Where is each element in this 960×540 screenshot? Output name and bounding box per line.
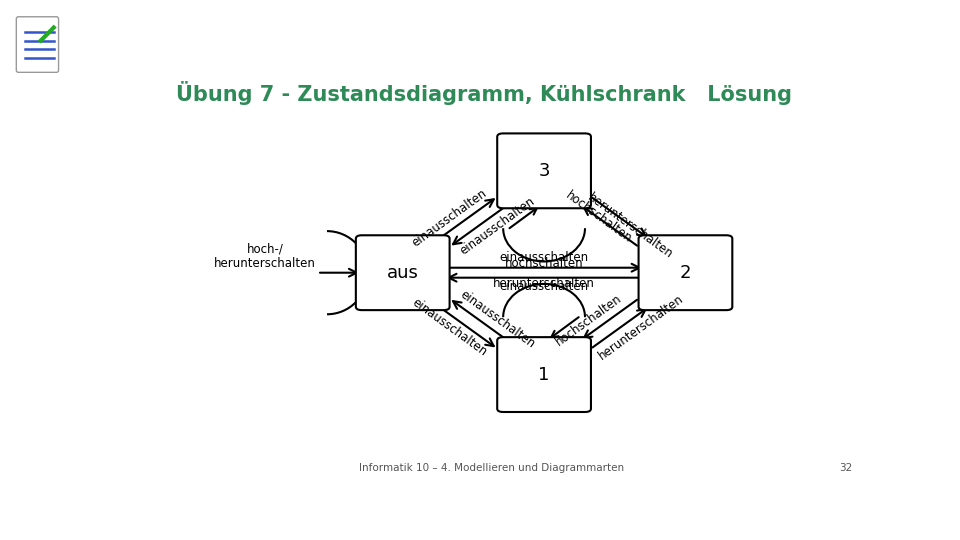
Text: herunterschalten: herunterschalten <box>596 293 685 363</box>
FancyBboxPatch shape <box>16 17 59 72</box>
Text: hochschalten: hochschalten <box>564 190 635 246</box>
Text: 3: 3 <box>539 162 550 180</box>
Text: 1: 1 <box>539 366 550 383</box>
Text: einausschalten: einausschalten <box>457 194 538 257</box>
Text: Informatik 10 – 4. Modellieren und Diagrammarten: Informatik 10 – 4. Modellieren und Diagr… <box>359 463 625 473</box>
FancyBboxPatch shape <box>638 235 732 310</box>
Text: aus: aus <box>387 264 419 282</box>
Text: einausschalten: einausschalten <box>410 186 490 249</box>
Text: 32: 32 <box>840 463 852 473</box>
Text: hochschalten: hochschalten <box>553 291 624 348</box>
Text: herunterschalten: herunterschalten <box>586 191 676 261</box>
Text: einausschalten: einausschalten <box>499 251 588 264</box>
Text: herunterschalten: herunterschalten <box>493 278 595 291</box>
Text: hochschalten: hochschalten <box>505 256 584 269</box>
Text: Übung 7 - Zustandsdiagramm, Kühlschrank   Lösung: Übung 7 - Zustandsdiagramm, Kühlschrank … <box>176 82 792 105</box>
Text: 2: 2 <box>680 264 691 282</box>
FancyBboxPatch shape <box>497 133 591 208</box>
Text: einausschalten: einausschalten <box>499 280 588 293</box>
Text: hoch-/
herunterschalten: hoch-/ herunterschalten <box>214 242 316 270</box>
Text: einausschalten: einausschalten <box>457 288 538 351</box>
FancyBboxPatch shape <box>497 337 591 412</box>
Text: einausschalten: einausschalten <box>410 296 490 359</box>
FancyBboxPatch shape <box>356 235 449 310</box>
